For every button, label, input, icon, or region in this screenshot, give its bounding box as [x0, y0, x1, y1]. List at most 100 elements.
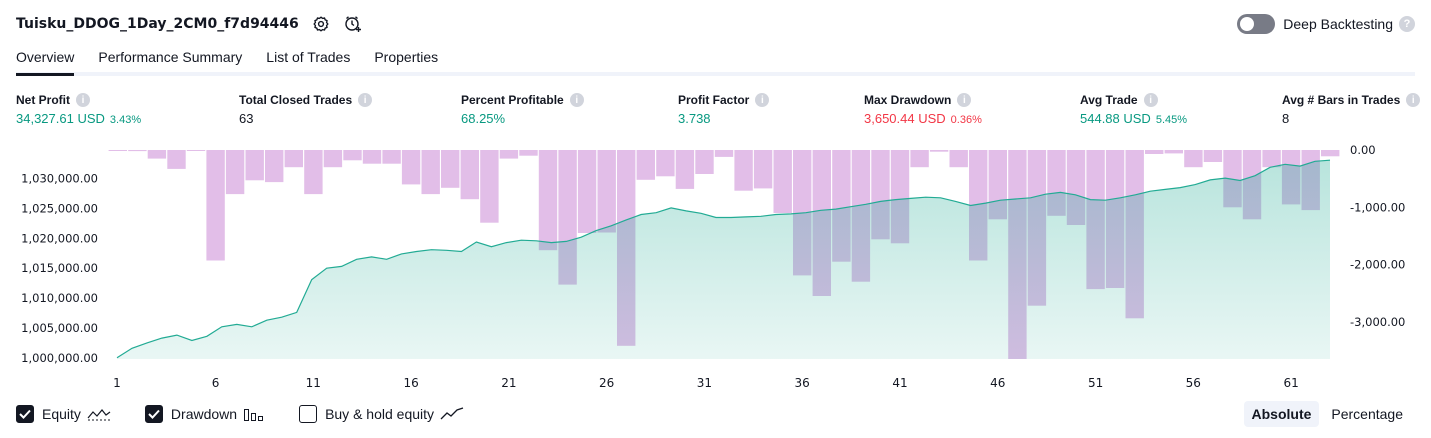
drawdown-bar: [362, 150, 382, 164]
drawdown-bar: [910, 150, 929, 168]
info-icon[interactable]: i: [957, 93, 972, 107]
settings-icon[interactable]: [311, 14, 331, 34]
drawdown-bar: [421, 150, 440, 195]
drawdown-bar: [323, 150, 343, 168]
x-tick-label: 6: [212, 376, 220, 390]
metric-value: 63: [239, 111, 254, 126]
tab-list-of-trades[interactable]: List of Trades: [266, 49, 351, 65]
right-tick-label: -3,000.00: [1350, 315, 1405, 329]
info-icon[interactable]: i: [76, 93, 90, 107]
help-icon[interactable]: ?: [1399, 16, 1415, 32]
x-tick-label: 41: [892, 376, 907, 390]
drawdown-bar: [538, 150, 558, 251]
metric-profit-factor: Profit Factor i 3.738: [678, 93, 770, 126]
drawdown-bar: [636, 150, 655, 180]
buy-hold-checkbox[interactable]: [299, 405, 318, 423]
metric-percent: 0.36%: [950, 114, 982, 126]
info-icon[interactable]: i: [1406, 93, 1421, 107]
right-tick-label: -2,000.00: [1350, 258, 1405, 272]
drawdown-bar: [929, 150, 949, 152]
x-axis: 1 6 11 16 21 26 31 36 41 46 51 56 61: [113, 376, 1299, 390]
legend-drawdown[interactable]: Drawdown: [144, 405, 265, 423]
drawdown-bar: [695, 150, 714, 174]
tab-performance-summary[interactable]: Performance Summary: [98, 49, 243, 65]
deep-backtesting-toggle[interactable]: [1237, 14, 1276, 34]
metric-value: 544.88 USD: [1080, 111, 1151, 126]
metric-percent-profitable: Percent Profitable i 68.25%: [461, 93, 584, 126]
drawdown-bar: [304, 150, 323, 195]
left-tick-label: 1,005,000.00: [21, 321, 98, 335]
strategy-header: Tuisku_DDOG_1Day_2CM0_f7d94446: [16, 12, 363, 36]
equity-checkbox[interactable]: [16, 405, 34, 423]
drawdown-bar: [597, 150, 616, 233]
x-tick-label: 16: [403, 376, 418, 390]
drawdown-bar: [949, 150, 968, 168]
absolute-button[interactable]: Absolute: [1243, 401, 1320, 427]
legend-buy-hold[interactable]: Buy & hold equity: [299, 405, 464, 423]
metric-label: Total Closed Trades: [239, 93, 353, 107]
tab-bar: Overview Performance Summary List of Tra…: [16, 46, 1415, 76]
drawdown-bar: [245, 150, 264, 181]
buy-hold-line-icon: [440, 407, 464, 421]
drawdown-bar: [577, 150, 597, 233]
x-tick-label: 21: [501, 376, 516, 390]
add-alert-icon[interactable]: [343, 14, 363, 34]
deep-backtesting: Deep Backtesting ?: [1237, 12, 1415, 36]
tab-overview[interactable]: Overview: [16, 46, 75, 76]
info-icon[interactable]: i: [358, 93, 373, 107]
drawdown-bar: [1145, 150, 1164, 154]
deep-backtesting-label: Deep Backtesting: [1283, 16, 1393, 32]
right-tick-label: -1,000.00: [1350, 200, 1405, 214]
metric-label: Max Drawdown: [864, 93, 952, 107]
tab-properties[interactable]: Properties: [374, 49, 439, 65]
drawdown-bar: [284, 150, 303, 168]
metric-avg-trade: Avg Trade i 544.88 USD 5.45%: [1080, 93, 1187, 126]
drawdown-bar: [675, 150, 695, 189]
drawdown-checkbox[interactable]: [144, 405, 163, 423]
right-axis: 0.00 -1,000.00 -2,000.00 -3,000.00: [1350, 143, 1405, 329]
equity-line-icon: [87, 407, 111, 421]
chart-legend: Equity Drawdown Buy & hold equity: [16, 403, 498, 425]
drawdown-bar: [108, 150, 127, 151]
drawdown-bar: [1203, 150, 1223, 162]
drawdown-bar: [401, 150, 421, 185]
x-tick-label: 11: [306, 376, 321, 390]
drawdown-bar: [186, 150, 206, 151]
drawdown-bar: [1164, 150, 1183, 154]
x-tick-label: 31: [697, 376, 712, 390]
drawdown-bar: [480, 150, 499, 223]
metric-label: Avg Trade: [1080, 93, 1138, 107]
left-tick-label: 1,010,000.00: [21, 291, 98, 305]
drawdown-bar: [519, 150, 538, 156]
info-icon[interactable]: i: [1143, 93, 1158, 107]
drawdown-bar: [1184, 150, 1203, 168]
drawdown-bar: [1262, 150, 1281, 168]
drawdown-bar: [343, 150, 362, 161]
drawdown-bar: [441, 150, 460, 188]
info-icon[interactable]: i: [569, 93, 584, 107]
legend-equity[interactable]: Equity: [16, 405, 111, 423]
x-tick-label: 1: [113, 376, 121, 390]
left-axis: 1,000,000.00 1,005,000.00 1,010,000.00 1,01…: [21, 172, 98, 365]
drawdown-bar: [206, 150, 225, 261]
metric-avg-bars: Avg # Bars in Trades i 8: [1282, 93, 1421, 126]
percentage-button[interactable]: Percentage: [1331, 406, 1403, 422]
drawdown-bar: [734, 150, 753, 191]
x-tick-label: 26: [599, 376, 614, 390]
drawdown-bar: [265, 150, 284, 183]
x-tick-label: 61: [1283, 376, 1298, 390]
metric-label: Net Profit: [16, 93, 70, 107]
left-tick-label: 1,015,000.00: [21, 261, 98, 275]
metric-value: 3,650.44 USD: [864, 111, 946, 126]
drawdown-bar: [225, 150, 245, 195]
drawdown-label: Drawdown: [170, 406, 238, 422]
buy-hold-label: Buy & hold equity: [325, 406, 435, 422]
metric-total-closed-trades: Total Closed Trades i 63: [239, 93, 373, 126]
info-icon[interactable]: i: [755, 93, 770, 107]
metric-label: Percent Profitable: [461, 93, 564, 107]
strategy-title: Tuisku_DDOG_1Day_2CM0_f7d94446: [16, 16, 299, 32]
equity-drawdown-chart[interactable]: 1,000,000.00 1,005,000.00 1,010,000.00 1,01…: [0, 140, 1431, 395]
left-tick-label: 1,020,000.00: [21, 231, 98, 245]
metrics-row: Net Profit i 34,327.61 USD 3.43% Total Clo…: [16, 93, 1421, 133]
metric-value: 3.738: [678, 111, 711, 126]
